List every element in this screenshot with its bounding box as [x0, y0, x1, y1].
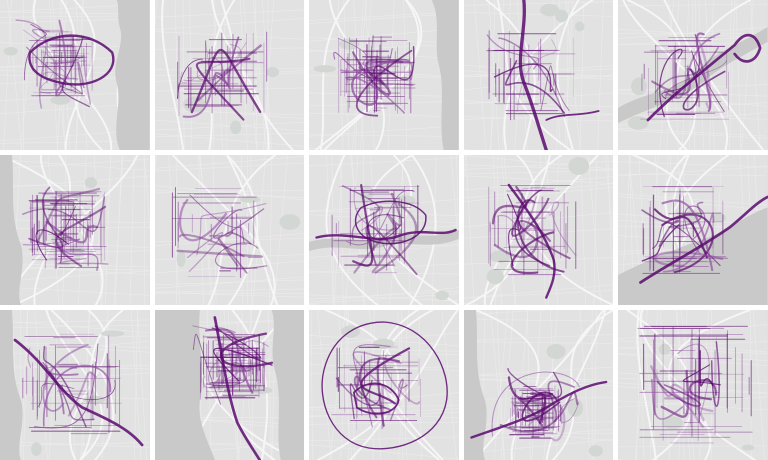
map-canvas	[618, 155, 768, 305]
map-canvas	[618, 0, 768, 150]
map-canvas	[309, 0, 459, 150]
city-map-tile	[155, 0, 305, 150]
map-canvas	[309, 155, 459, 305]
city-map-tile	[464, 310, 614, 460]
city-map-tile	[309, 310, 459, 460]
map-canvas	[155, 0, 305, 150]
map-canvas	[155, 310, 305, 460]
city-map-tile	[0, 0, 150, 150]
city-map-tile	[618, 0, 768, 150]
water-body	[115, 0, 149, 150]
map-canvas	[464, 0, 614, 150]
city-map-tile	[155, 155, 305, 305]
map-canvas	[0, 0, 150, 150]
map-canvas	[155, 155, 305, 305]
city-map-tile	[155, 310, 305, 460]
city-map-tile	[309, 0, 459, 150]
map-canvas	[309, 310, 459, 460]
map-canvas	[464, 155, 614, 305]
city-map-tile	[0, 155, 150, 305]
city-map-tile	[464, 155, 614, 305]
city-map-tile	[0, 310, 150, 460]
city-map-tile	[618, 310, 768, 460]
city-map-tile	[309, 155, 459, 305]
map-canvas	[464, 310, 614, 460]
map-canvas	[0, 155, 150, 305]
city-map-tile	[618, 155, 768, 305]
city-map-tile	[464, 0, 614, 150]
map-canvas	[0, 310, 150, 460]
map-canvas	[618, 310, 768, 460]
